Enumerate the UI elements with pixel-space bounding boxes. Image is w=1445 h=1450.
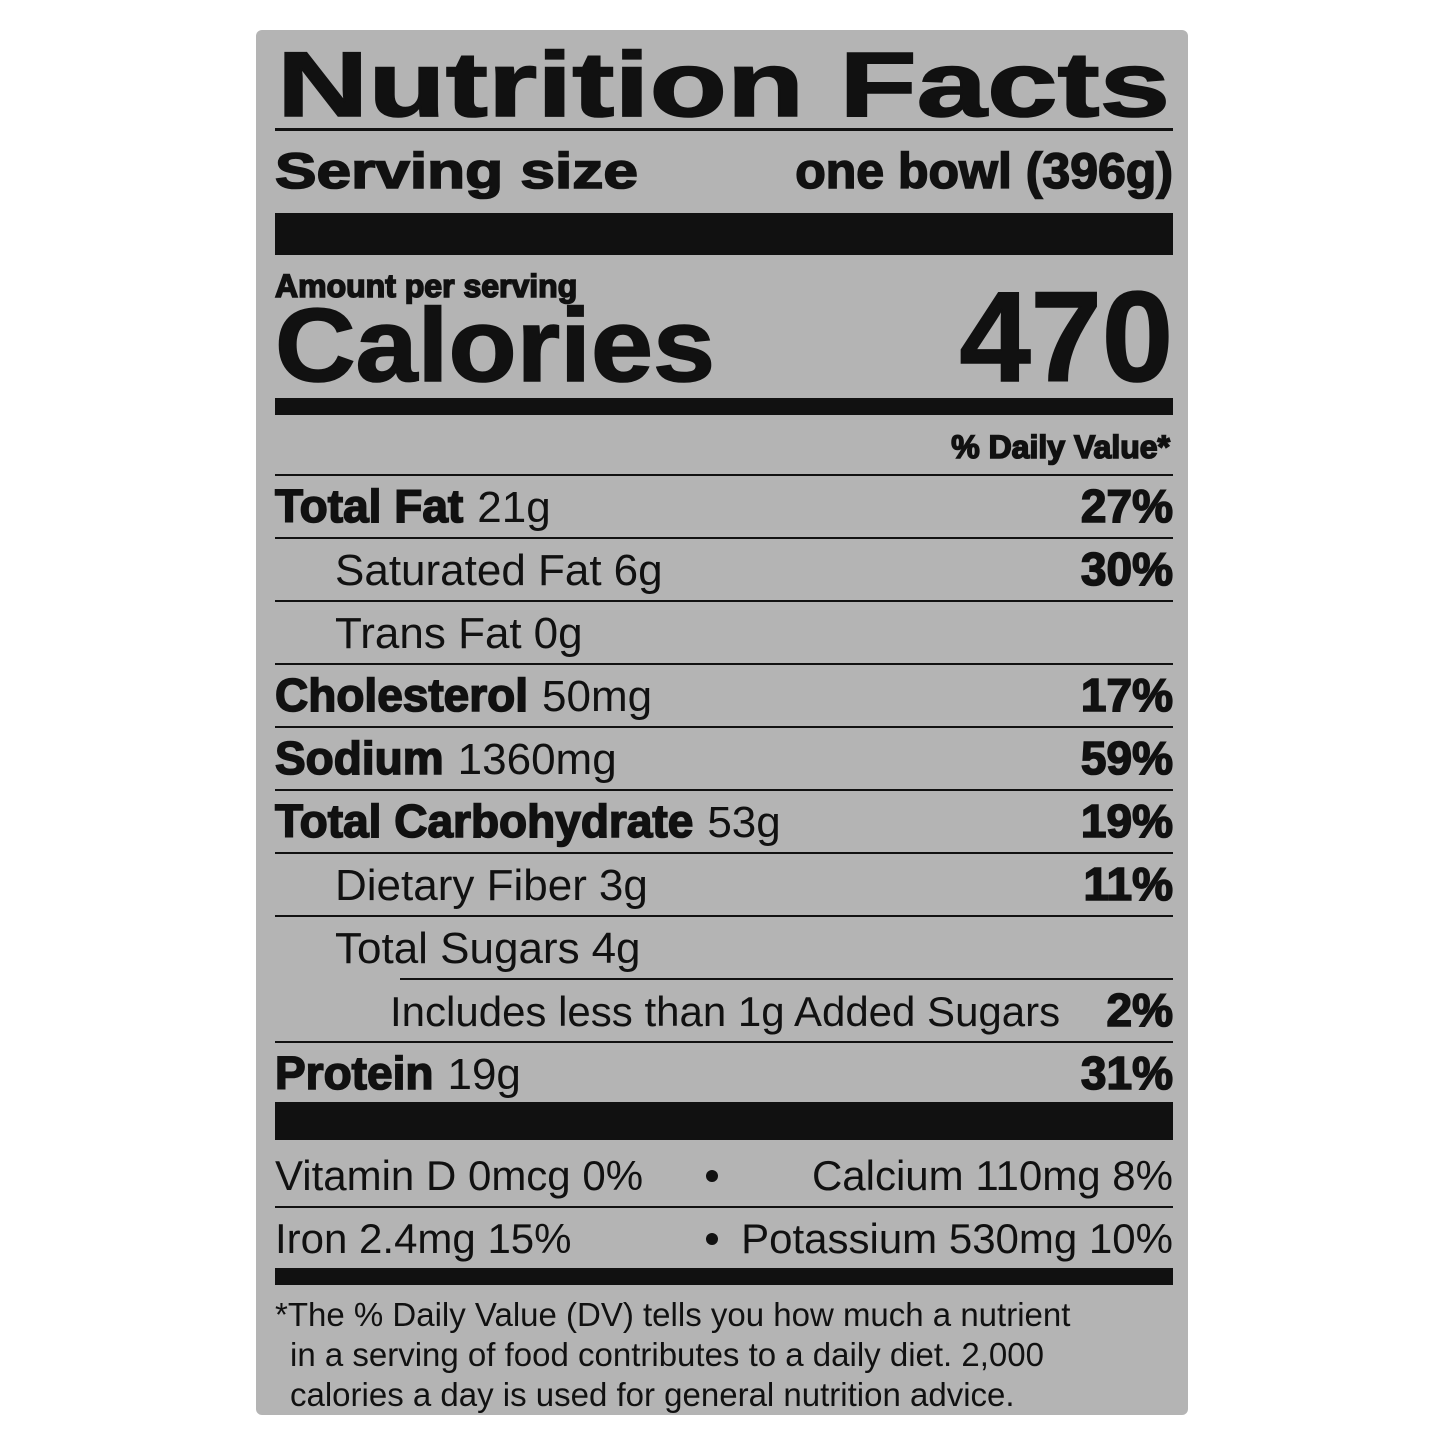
footnote-line: *The % Daily Value (DV) tells you how mu…: [275, 1296, 1070, 1333]
bullet: [706, 1233, 718, 1245]
nutrient-amount-text: 21g: [477, 483, 550, 532]
row-rule: [275, 789, 1173, 791]
nutrient-amount: 3g: [599, 861, 648, 910]
calories-value: 470: [959, 266, 1173, 409]
nutrient-name: Total Sugars: [335, 924, 580, 973]
label-panel: [256, 30, 1188, 1415]
daily-value: 17%: [1081, 669, 1173, 721]
nutrient-name: Cholesterol: [275, 669, 528, 721]
daily-value: 11%: [1083, 858, 1173, 910]
nutrient-amount: 0g: [534, 609, 583, 658]
nutrient-amount: 50mg: [542, 672, 652, 721]
nutrient-name: Sodium: [275, 732, 444, 784]
nutrient-amount: 1360mg: [458, 735, 617, 784]
nutrient-row: Total Carbohydrate 53g: [275, 795, 781, 847]
row-rule: [275, 663, 1173, 665]
nutrient-amount: 19g: [447, 1050, 520, 1099]
row-rule: [275, 537, 1173, 539]
daily-value: 19%: [1081, 795, 1173, 847]
micronutrient: Vitamin D 0mcg 0%: [275, 1152, 643, 1199]
micronutrient: Calcium 110mg 8%: [812, 1152, 1173, 1199]
row-rule: [275, 1041, 1173, 1043]
nutrient-name: Dietary Fiber: [335, 861, 587, 910]
calories-label: Calories: [275, 288, 715, 404]
rule: [275, 474, 1173, 476]
nutrient-row: Includes less than 1g Added Sugars: [390, 988, 1060, 1035]
micronutrient: Iron 2.4mg 15%: [275, 1215, 572, 1262]
nutrient-row: Protein 19g: [275, 1047, 521, 1099]
nutrient-row: Dietary Fiber 3g: [335, 861, 648, 910]
title: Nutrition Facts: [277, 34, 1170, 136]
thick-bar: [275, 213, 1173, 255]
daily-value: 31%: [1081, 1047, 1173, 1099]
daily-value: 59%: [1081, 732, 1173, 784]
nutrient-amount-text: 0g: [534, 609, 583, 658]
nutrient-amount: 4g: [592, 924, 641, 973]
bullet: [706, 1170, 718, 1182]
nutrient-amount-text: 19g: [447, 1050, 520, 1099]
nutrient-name: Trans Fat: [335, 609, 522, 658]
footnote-line: calories a day is used for general nutri…: [290, 1376, 1015, 1413]
nutrient-amount-text: 4g: [592, 924, 641, 973]
nutrient-amount: 21g: [477, 483, 550, 532]
nutrient-name: Includes less than 1g Added Sugars: [390, 988, 1060, 1035]
nutrient-name: Protein: [275, 1047, 433, 1099]
thick-bar: [275, 1102, 1173, 1140]
row-rule: [275, 1206, 1173, 1208]
row-rule: [275, 726, 1173, 728]
daily-value-header: % Daily Value*: [951, 429, 1170, 465]
medium-bar: [275, 398, 1173, 415]
serving-value: one bowl (396g): [795, 143, 1173, 199]
medium-bar: [275, 1268, 1173, 1285]
daily-value: 27%: [1081, 480, 1173, 532]
nutrient-amount-text: 53g: [707, 798, 780, 847]
row-rule: [275, 852, 1173, 854]
nutrient-row: Trans Fat 0g: [335, 609, 583, 658]
micronutrient: Potassium 530mg 10%: [741, 1215, 1173, 1262]
row-rule: [400, 978, 1173, 980]
nutrient-name: Total Fat: [275, 480, 463, 532]
footnote-line: in a serving of food contributes to a da…: [290, 1336, 1044, 1373]
row-rule: [275, 915, 1173, 917]
serving-label: Serving size: [275, 143, 638, 199]
nutrient-amount-text: 1360mg: [458, 735, 617, 784]
nutrient-row: Sodium 1360mg: [275, 732, 617, 784]
nutrient-amount-text: 6g: [614, 546, 663, 595]
nutrient-row: Cholesterol 50mg: [275, 669, 652, 721]
daily-value: 30%: [1081, 543, 1173, 595]
nutrient-name: Saturated Fat: [335, 546, 602, 595]
row-rule: [275, 600, 1173, 602]
nutrient-row: Total Sugars 4g: [335, 924, 641, 973]
daily-value: 2%: [1107, 984, 1173, 1036]
nutrient-name: Total Carbohydrate: [275, 795, 693, 847]
nutrient-amount: 6g: [614, 546, 663, 595]
nutrient-amount-text: 3g: [599, 861, 648, 910]
nutrient-row: Saturated Fat 6g: [335, 546, 663, 595]
rule: [275, 128, 1173, 131]
amount-per-serving: Amount per serving: [275, 268, 577, 304]
nutrient-amount-text: 50mg: [542, 672, 652, 721]
nutrient-amount: 53g: [707, 798, 780, 847]
nutrient-row: Total Fat 21g: [275, 480, 551, 532]
